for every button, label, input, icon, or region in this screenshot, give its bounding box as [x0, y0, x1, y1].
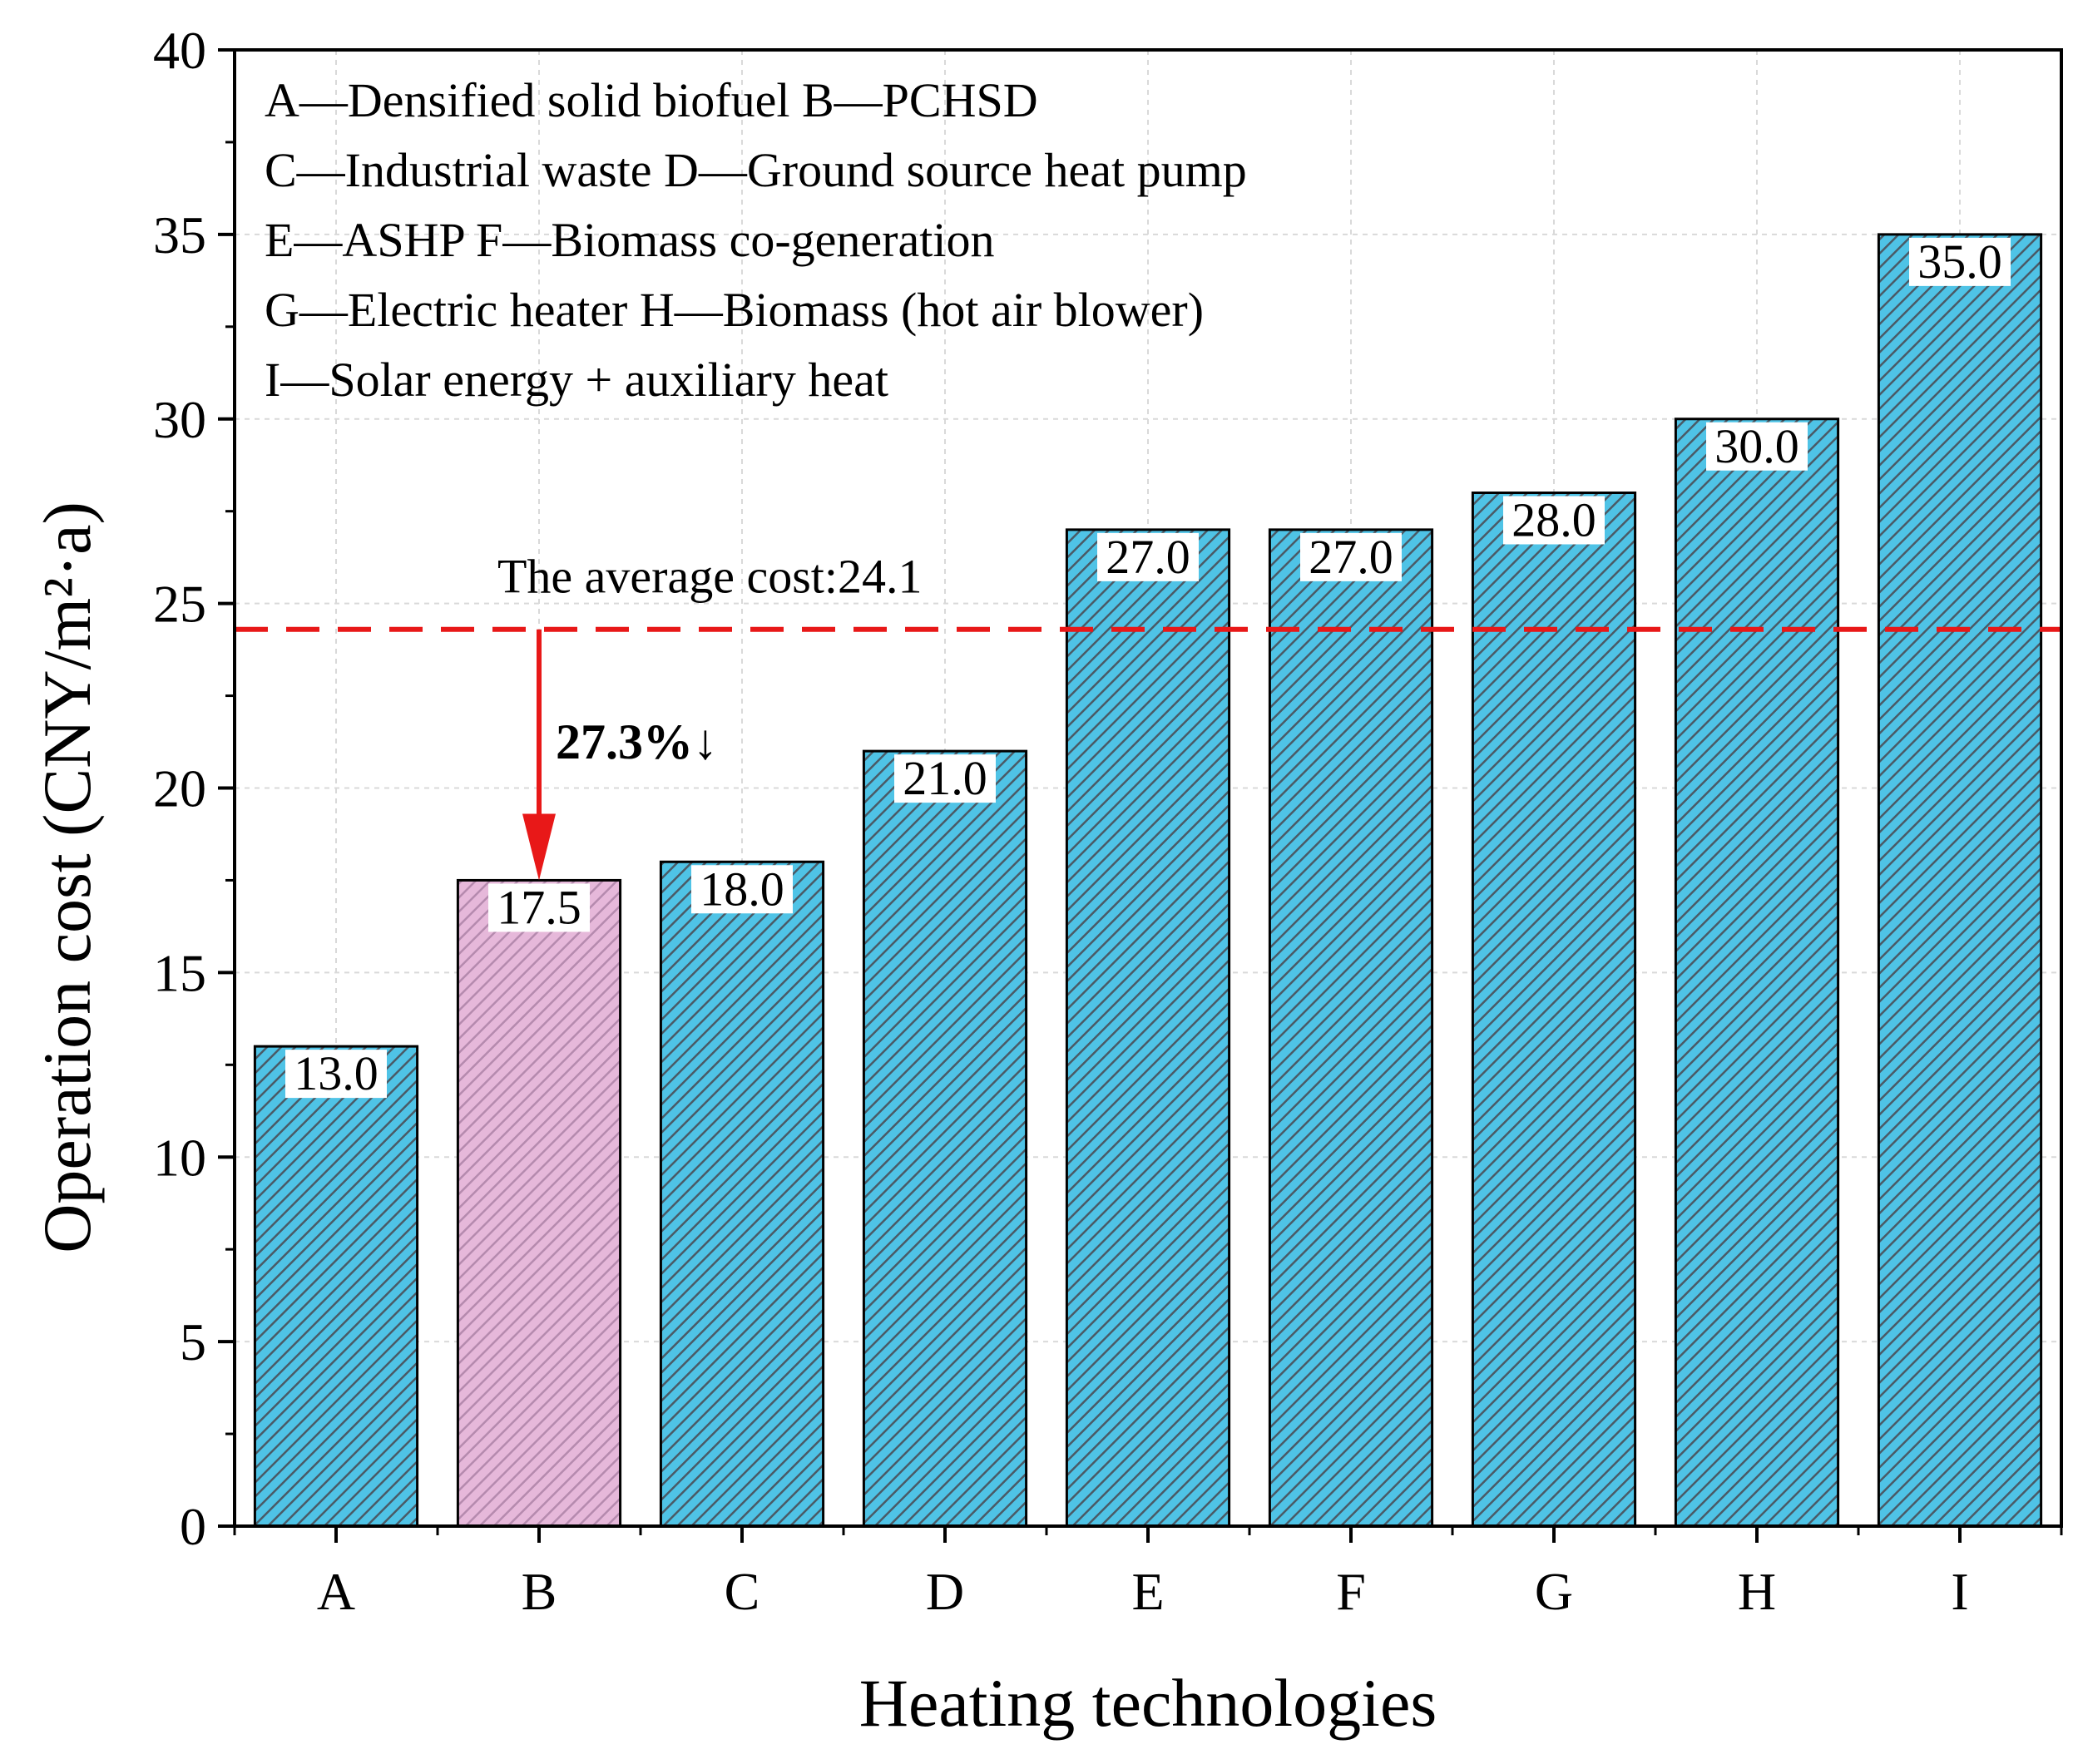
value-label-bg	[1503, 496, 1605, 545]
bar-A	[253, 1045, 419, 1528]
x-tick-label: I	[1951, 1562, 1968, 1621]
y-tick-label: 40	[153, 21, 206, 80]
value-label-A: 13.0	[294, 1046, 378, 1100]
x-axis: A B C D E F G H I	[233, 1526, 2063, 1621]
x-tick-label: C	[725, 1562, 760, 1621]
value-label-F: 27.0	[1309, 530, 1393, 584]
legend-line-2: C—Industrial waste D—Ground source heat …	[265, 143, 1247, 197]
bar-B	[456, 878, 622, 1528]
bar-E	[1065, 528, 1231, 1528]
y-tick-label: 20	[153, 759, 206, 818]
average-label: The average cost:24.1	[497, 550, 923, 604]
legend-line-5: I—Solar energy + auxiliary heat	[265, 353, 888, 407]
x-tick-label: G	[1535, 1562, 1573, 1621]
x-tick-label: E	[1131, 1562, 1164, 1621]
bar-G	[1471, 492, 1637, 1528]
y-tick-label: 25	[153, 575, 206, 634]
reduction-arrow-head	[522, 813, 556, 881]
value-label-bg	[691, 865, 793, 914]
value-label-bg	[488, 883, 590, 932]
value-label-B: 17.5	[497, 880, 581, 934]
x-tick-label: H	[1738, 1562, 1776, 1621]
value-label-bg	[894, 754, 996, 803]
x-tick-label: D	[926, 1562, 964, 1621]
x-tick-label: A	[317, 1562, 355, 1621]
value-label-bg	[1300, 532, 1402, 581]
legend-line-4: G—Electric heater H—Biomass (hot air blo…	[265, 283, 1204, 337]
x-axis-title: Heating technologies	[859, 1665, 1437, 1741]
y-tick-label: 5	[180, 1312, 206, 1371]
y-tick-label: 0	[180, 1497, 206, 1556]
value-label-H: 30.0	[1714, 419, 1799, 473]
value-label-G: 28.0	[1511, 493, 1596, 547]
value-label-bg	[285, 1050, 387, 1099]
bar-C	[659, 860, 825, 1528]
value-label-bg	[1706, 422, 1808, 471]
y-axis-title: Operation cost (CNY/m²·a)	[29, 502, 105, 1253]
value-label-I: 35.0	[1917, 235, 2002, 289]
value-labels: 13.0 17.5 18.0 21.0 27.0 27.0 28.0 30.0 35.0	[285, 235, 2011, 1100]
value-label-E: 27.0	[1106, 530, 1190, 584]
value-label-D: 21.0	[903, 751, 987, 805]
bar-H	[1674, 418, 1840, 1528]
value-label-C: 18.0	[700, 862, 784, 916]
bar-F	[1268, 528, 1434, 1528]
y-tick-label: 15	[153, 943, 206, 1002]
value-label-bg	[1909, 237, 2011, 286]
legend-line-3: E—ASHP F—Biomass co-generation	[265, 213, 994, 267]
y-tick-label: 10	[153, 1128, 206, 1187]
y-tick-label: 35	[153, 205, 206, 264]
bars	[253, 233, 2043, 1528]
x-tick-label: F	[1336, 1562, 1366, 1621]
value-label-bg	[1097, 532, 1199, 581]
y-tick-label: 30	[153, 390, 206, 449]
legend: A—Densified solid biofuel B—PCHSD C—Indu…	[265, 73, 1247, 407]
reduction-label: 27.3%↓	[556, 714, 718, 769]
bar-D	[862, 749, 1028, 1528]
bar-I	[1877, 233, 2043, 1528]
y-axis: 0 5 10 15 20 25 30 35 40	[153, 21, 235, 1556]
x-tick-label: B	[522, 1562, 557, 1621]
legend-line-1: A—Densified solid biofuel B—PCHSD	[265, 73, 1038, 127]
